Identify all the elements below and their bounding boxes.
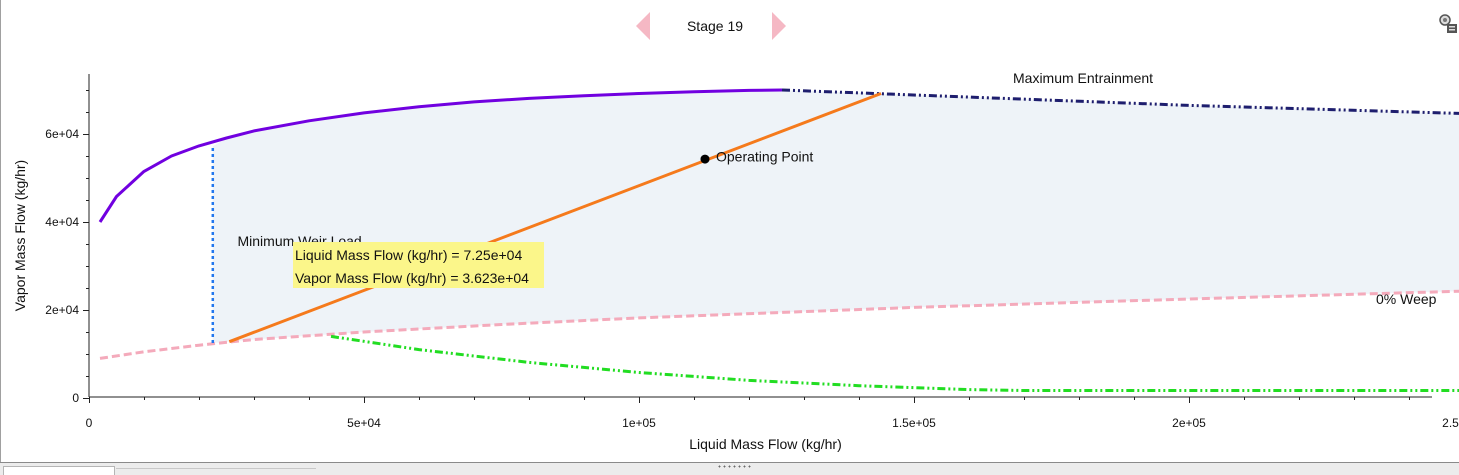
y-tick-label: 0 — [72, 391, 79, 405]
next-stage-button[interactable] — [772, 12, 786, 40]
x-tick-label: 2.5e+05 — [1442, 416, 1459, 430]
series-0pct-weep — [99, 289, 1459, 360]
tooltip-line: Liquid Mass Flow (kg/hr) = 7.25e+04 — [295, 247, 522, 263]
previous-stage-button[interactable] — [636, 12, 650, 40]
magnifier-gear-icon[interactable] — [1438, 12, 1458, 34]
bottom-tab-secondary[interactable] — [116, 468, 316, 475]
x-axis-label: Liquid Mass Flow (kg/hr) — [689, 436, 842, 452]
series-constant-l-v — [228, 92, 882, 344]
x-tick-label: 2e+05 — [1172, 416, 1206, 430]
y-tick-label: 2e+04 — [45, 303, 79, 317]
series-100pct-weep-dumping — [330, 334, 1459, 392]
hover-tooltip — [293, 242, 544, 288]
bottom-panel-bar — [0, 462, 1459, 475]
feasible-region — [212, 90, 1459, 343]
x-tick-label: 5e+04 — [347, 416, 381, 430]
stage-navigator: Stage 19 — [630, 8, 795, 44]
series-maximum-entrainment — [98, 88, 783, 223]
tooltip-line: Vapor Mass Flow (kg/hr) = 3.623e+04 — [295, 270, 529, 286]
x-tick-label: 1e+05 — [622, 416, 656, 430]
window-left-border — [0, 0, 1, 462]
y-tick-label: 4e+04 — [45, 215, 79, 229]
resize-grip-icon[interactable] — [717, 465, 751, 468]
x-tick-label: 1.5e+05 — [892, 416, 936, 430]
bottom-tab[interactable] — [3, 466, 115, 475]
stage-label: Stage 19 — [686, 18, 744, 34]
x-tick-label: 0 — [86, 416, 93, 430]
y-tick-label: 6e+04 — [45, 127, 79, 141]
label-0pct-weep: 0% Weep — [1376, 291, 1437, 307]
label-operating-point: Operating Point — [716, 149, 813, 165]
y-axis-label: Vapor Mass Flow (kg/hr) — [12, 160, 28, 311]
operating-point-marker — [700, 154, 710, 164]
label-maximum-entrainment: Maximum Entrainment — [1013, 70, 1153, 86]
